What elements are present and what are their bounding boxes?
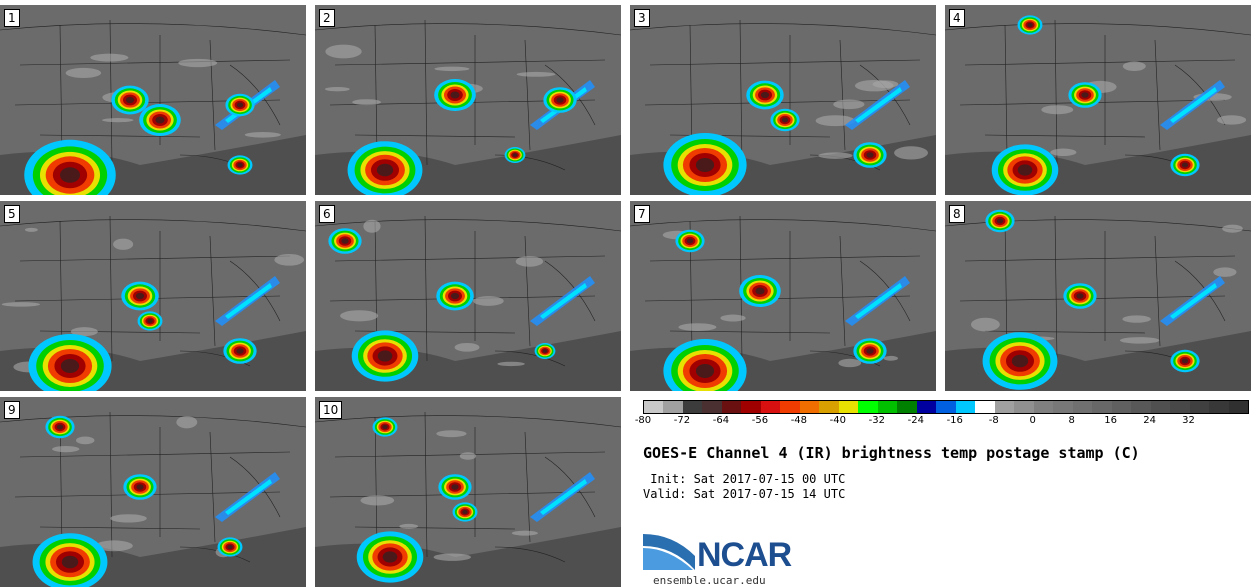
satellite-map — [945, 5, 1251, 195]
satellite-map — [630, 5, 936, 195]
panel-number: 9 — [4, 401, 20, 419]
colorbar-tick-label: -40 — [829, 415, 846, 426]
satellite-map — [315, 5, 621, 195]
colorbar-swatch — [838, 401, 859, 413]
panel-number: 3 — [634, 9, 650, 27]
panel-number: 1 — [4, 9, 20, 27]
panel-number: 10 — [319, 401, 343, 419]
map-panel: 9 — [0, 397, 306, 587]
colorbar-swatch — [1111, 401, 1132, 413]
colorbar-swatch — [955, 401, 976, 413]
colorbar-swatch — [1150, 401, 1171, 413]
satellite-map — [315, 201, 621, 391]
map-panel: 10 — [315, 397, 621, 587]
colorbar-swatch — [741, 401, 761, 413]
colorbar-swatch — [994, 401, 1015, 413]
map-panel: 7 — [630, 201, 936, 391]
ncar-logo-icon — [643, 534, 695, 570]
colorbar-tick-label: -16 — [946, 415, 963, 426]
panel-number: 7 — [634, 205, 650, 223]
colorbar — [643, 400, 1249, 414]
panel-number: 8 — [949, 205, 965, 223]
colorbar-swatch — [858, 401, 878, 413]
colorbar-tick-label: 16 — [1104, 415, 1117, 426]
colorbar-swatch — [663, 401, 683, 413]
valid-time: Valid: Sat 2017-07-15 14 UTC — [643, 487, 846, 501]
colorbar-tick-label: -64 — [712, 415, 730, 426]
colorbar-tick-label: -80 — [634, 415, 652, 426]
colorbar-swatch — [1033, 401, 1054, 413]
init-time: Init: Sat 2017-07-15 00 UTC — [643, 472, 846, 486]
map-panel: 2 — [315, 5, 621, 195]
colorbar-tick-label: 8 — [1068, 415, 1075, 426]
map-panel: 5 — [0, 201, 306, 391]
satellite-map — [0, 397, 306, 587]
colorbar-swatch — [780, 401, 800, 413]
colorbar-swatch — [975, 401, 995, 413]
colorbar-swatch — [702, 401, 722, 413]
colorbar-tick-label: -48 — [790, 415, 808, 426]
colorbar-swatch — [819, 401, 839, 413]
panel-number: 4 — [949, 9, 965, 27]
colorbar-swatch — [936, 401, 956, 413]
map-panel: 3 — [630, 5, 936, 195]
colorbar-swatch — [721, 401, 742, 413]
colorbar-swatch — [1014, 401, 1034, 413]
colorbar-tick-label: -8 — [988, 415, 999, 426]
colorbar-tick-label: 24 — [1143, 415, 1156, 426]
map-panel: 1 — [0, 5, 306, 195]
colorbar-swatch — [799, 401, 820, 413]
satellite-map — [0, 5, 306, 195]
colorbar-tick-label: -24 — [907, 415, 924, 426]
colorbar-swatch — [644, 401, 664, 413]
colorbar-swatch — [1072, 401, 1093, 413]
colorbar-swatch — [897, 401, 917, 413]
colorbar-tick-label: -32 — [868, 415, 885, 426]
colorbar-swatch — [1131, 401, 1151, 413]
satellite-map — [0, 201, 306, 391]
map-panel: 4 — [945, 5, 1251, 195]
panel-number: 5 — [4, 205, 20, 223]
satellite-map — [315, 397, 621, 587]
colorbar-swatch — [760, 401, 781, 413]
ncar-logo-text: NCAR — [697, 536, 792, 574]
colorbar-swatch — [1189, 401, 1210, 413]
site-url: ensemble.ucar.edu — [653, 574, 766, 587]
colorbar-swatch — [682, 401, 703, 413]
colorbar-swatch — [877, 401, 898, 413]
colorbar-swatch — [916, 401, 937, 413]
satellite-map — [945, 201, 1251, 391]
colorbar-tick-label: 32 — [1182, 415, 1195, 426]
map-panel: 6 — [315, 201, 621, 391]
panel-number: 6 — [319, 205, 335, 223]
panel-number: 2 — [319, 9, 335, 27]
satellite-map — [630, 201, 936, 391]
colorbar-swatch — [1092, 401, 1112, 413]
colorbar-swatch — [1170, 401, 1190, 413]
colorbar-tick-label: -72 — [673, 415, 691, 426]
colorbar-labels: -80 -72 -64 -56 -48 -40 -32 -24 -16 -8 0 8 16 24 32 — [635, 415, 1247, 429]
colorbar-swatch — [1053, 401, 1073, 413]
colorbar-swatch — [1228, 401, 1249, 413]
page-title: GOES-E Channel 4 (IR) brightness temp po… — [643, 444, 1140, 462]
colorbar-tick-label: 0 — [1029, 415, 1036, 426]
colorbar-swatch — [1209, 401, 1229, 413]
colorbar-tick-label: -56 — [751, 415, 769, 426]
map-panel: 8 — [945, 201, 1251, 391]
